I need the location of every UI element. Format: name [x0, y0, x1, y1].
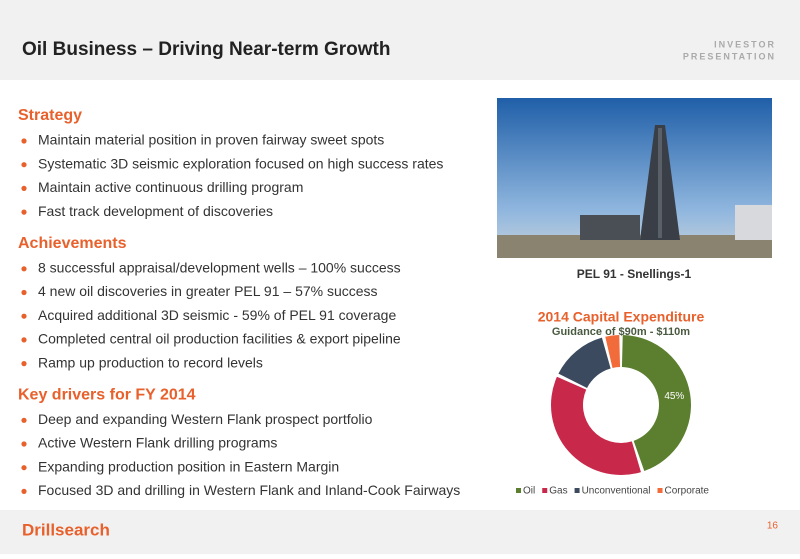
- bullet-text: Maintain active continuous drilling prog…: [38, 179, 303, 195]
- bullet-text: Maintain material position in proven fai…: [38, 132, 384, 148]
- bullet-dot: [21, 337, 27, 343]
- legend-label: Oil: [523, 486, 535, 497]
- tag: INVESTOR: [714, 39, 776, 49]
- legend-label: Corporate: [665, 486, 710, 497]
- data-label: 45%: [664, 391, 684, 402]
- legend-label: Gas: [549, 486, 567, 497]
- legend-swatch: [574, 488, 580, 493]
- legend-swatch: [542, 488, 548, 493]
- photo-caption: PEL 91 - Snellings-1: [577, 267, 692, 281]
- bullet-dot: [21, 162, 27, 168]
- page-number: 16: [767, 521, 779, 532]
- legend-swatch: [516, 488, 521, 493]
- bullet-dot: [21, 266, 27, 272]
- section-heading: Achievements: [18, 235, 127, 252]
- bullet-text: Ramp up production to record levels: [38, 354, 263, 370]
- bullet-dot: [21, 313, 27, 319]
- bullet-dot: [21, 441, 27, 447]
- bullet-dot: [21, 185, 27, 191]
- section-heading: Key drivers for FY 2014: [18, 387, 196, 404]
- bullet-text: Completed central oil production facilit…: [38, 331, 401, 347]
- donut-segment: [605, 335, 621, 368]
- bullet-text: 8 successful appraisal/development wells…: [38, 260, 401, 276]
- bullet-dot: [21, 465, 27, 471]
- chart-title: 2014 Capital Expenditure: [538, 309, 705, 325]
- photo: [497, 98, 772, 258]
- header-band: [0, 0, 800, 80]
- chart-subtitle: Guidance of $90m - $110m: [552, 326, 690, 338]
- bullet-text: Fast track development of discoveries: [38, 203, 273, 219]
- donut-segment: [551, 376, 641, 475]
- slide-title: Oil Business – Driving Near-term Growth: [22, 39, 390, 60]
- bullet-dot: [21, 289, 27, 296]
- tag: PRESENTATION: [683, 51, 776, 61]
- bullet-dot: [21, 488, 27, 494]
- donut-segment: [558, 337, 611, 388]
- legend-label: Unconventional: [582, 486, 651, 497]
- bullet-text: Deep and expanding Western Flank prospec…: [38, 411, 373, 427]
- legend-swatch: [657, 488, 663, 493]
- section-heading: Strategy: [18, 107, 82, 124]
- bullet-dot: [21, 138, 27, 144]
- footer-band: [0, 510, 800, 554]
- donut-segment: [621, 335, 691, 472]
- bullet-text: Active Western Flank drilling programs: [38, 435, 277, 451]
- logo: Drillsearch: [22, 520, 110, 539]
- bullet-text: Expanding production position in Eastern…: [38, 458, 339, 474]
- bullet-dot: [21, 209, 27, 215]
- bullet-text: Systematic 3D seismic exploration focuse…: [38, 155, 443, 171]
- bullet-text: Focused 3D and drilling in Western Flank…: [38, 482, 460, 498]
- bullet-text: Acquired additional 3D seismic - 59% of …: [38, 307, 396, 323]
- bullet-dot: [21, 361, 27, 367]
- bullet-text: 4 new oil discoveries in greater PEL 91 …: [38, 283, 378, 299]
- bullet-dot: [21, 417, 27, 423]
